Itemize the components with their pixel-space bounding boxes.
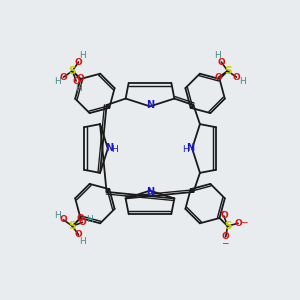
Text: O: O bbox=[234, 219, 242, 228]
Text: O: O bbox=[218, 58, 225, 67]
Text: S: S bbox=[69, 221, 76, 231]
Text: O: O bbox=[75, 230, 83, 239]
Text: H: H bbox=[182, 146, 189, 154]
Text: O: O bbox=[76, 74, 84, 83]
Text: H: H bbox=[54, 211, 61, 220]
Text: H: H bbox=[111, 146, 118, 154]
Text: O: O bbox=[60, 73, 68, 82]
Text: N: N bbox=[146, 188, 154, 197]
Text: H: H bbox=[80, 51, 86, 60]
Text: H: H bbox=[239, 77, 246, 86]
Text: H: H bbox=[214, 51, 220, 60]
Text: S: S bbox=[224, 66, 231, 76]
Text: −: − bbox=[221, 238, 229, 247]
Text: H: H bbox=[75, 84, 82, 93]
Text: H: H bbox=[54, 77, 61, 86]
Text: O: O bbox=[60, 215, 68, 224]
Text: O: O bbox=[222, 232, 230, 241]
Text: −: − bbox=[240, 217, 247, 226]
Text: H: H bbox=[80, 237, 86, 246]
Text: N: N bbox=[187, 143, 195, 153]
Text: S: S bbox=[69, 66, 76, 76]
Text: O: O bbox=[79, 218, 86, 227]
Text: S: S bbox=[224, 221, 231, 231]
Text: O: O bbox=[76, 214, 84, 223]
Text: N: N bbox=[146, 100, 154, 110]
Text: O: O bbox=[75, 58, 83, 67]
Text: O: O bbox=[232, 73, 240, 82]
Text: O: O bbox=[220, 212, 228, 220]
Text: O: O bbox=[72, 76, 80, 85]
Text: −: − bbox=[218, 206, 226, 215]
Text: O: O bbox=[215, 73, 223, 82]
Text: H: H bbox=[86, 215, 93, 224]
Text: N: N bbox=[105, 143, 113, 153]
